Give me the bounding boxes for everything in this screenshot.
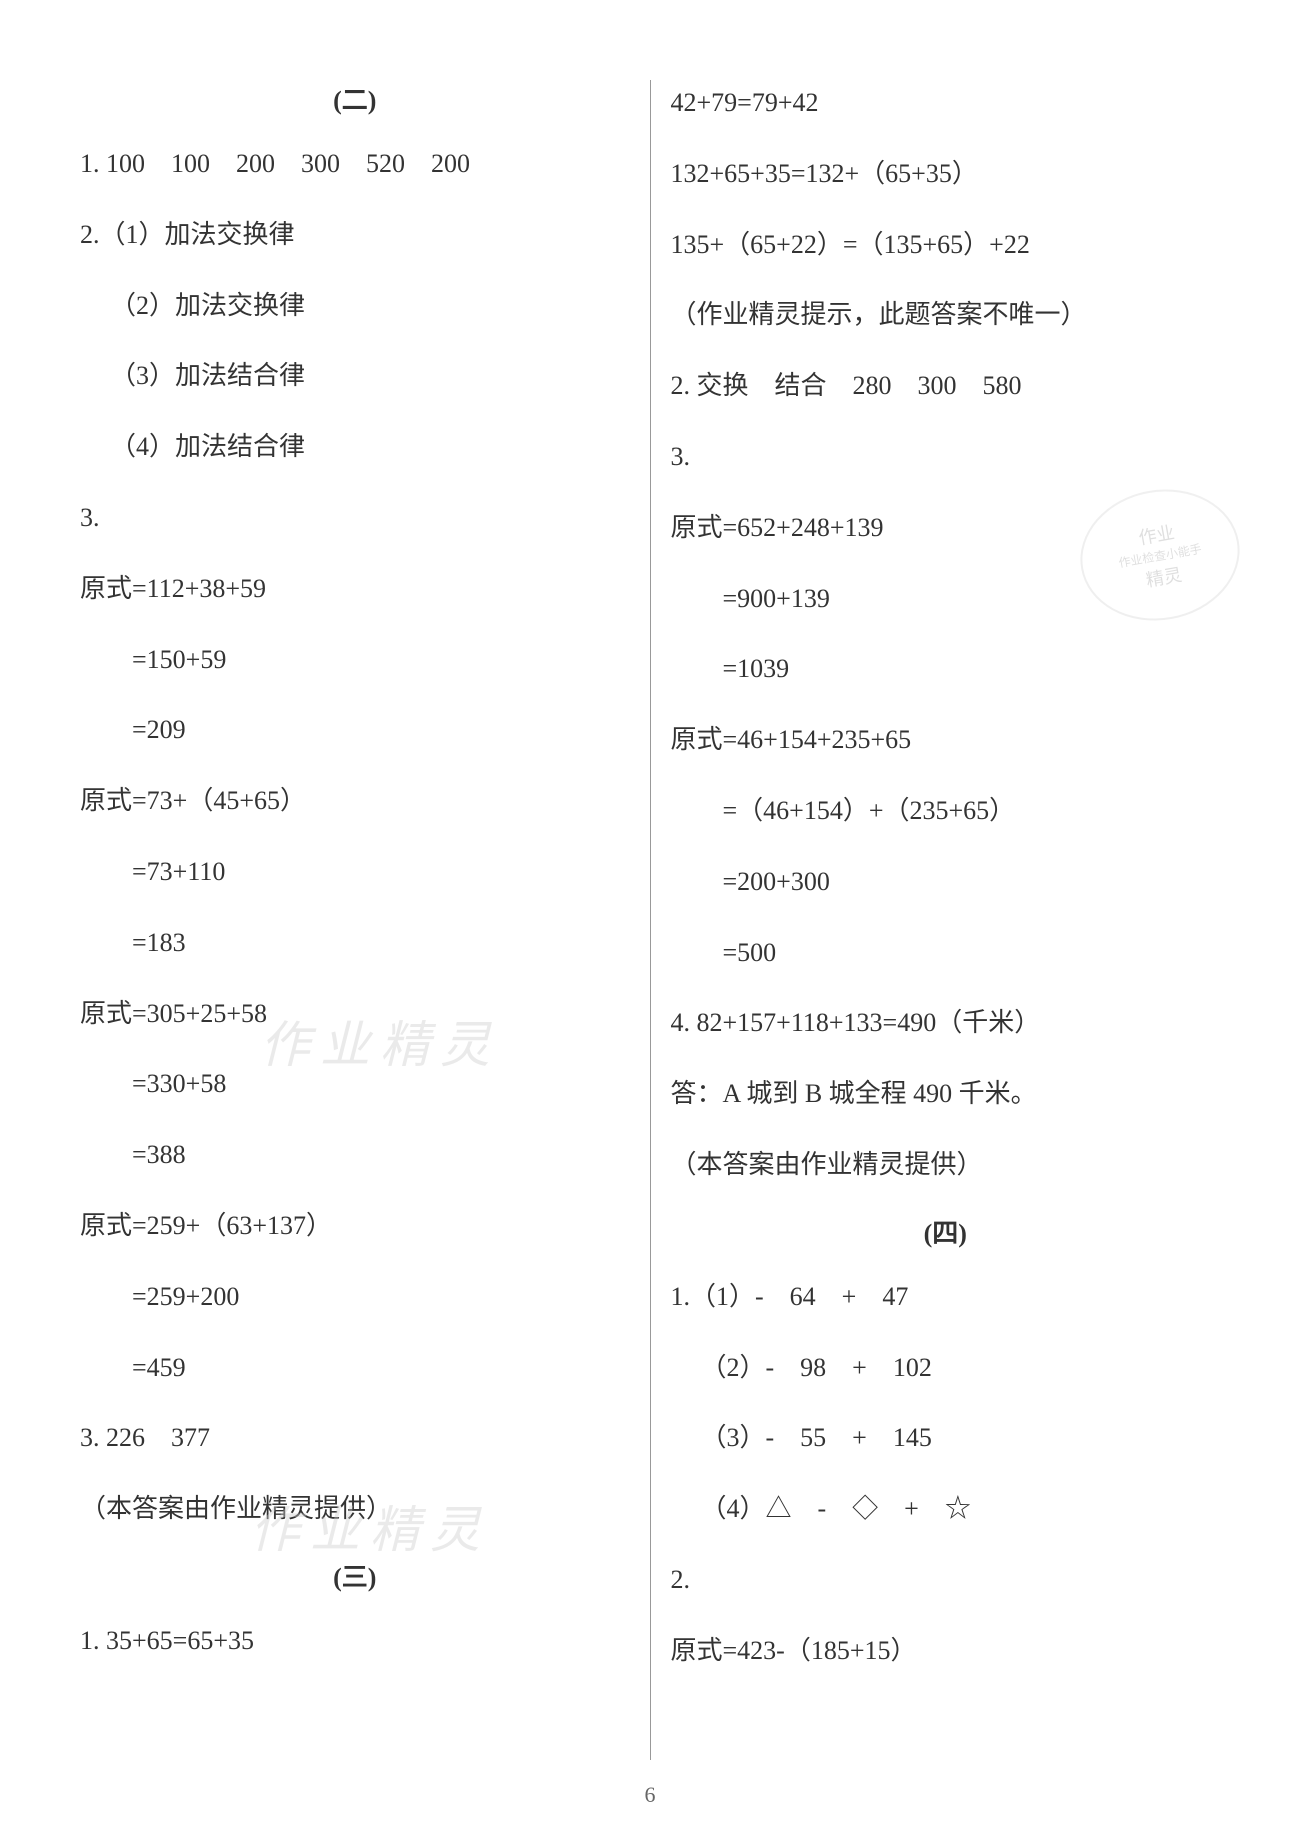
s4-5-line: 2. — [671, 1557, 1221, 1604]
eq6-2: =（46+154）+（235+65） — [671, 788, 1221, 835]
eq6-3: =200+300 — [671, 859, 1221, 906]
r4-line: （作业精灵提示，此题答案不唯一） — [671, 292, 1221, 339]
eq6-1: 原式=46+154+235+65 — [671, 717, 1221, 764]
eq1-3: =209 — [80, 707, 630, 754]
eq3-2: =330+58 — [80, 1061, 630, 1108]
q2-1-line: 2.（1）加法交换律 — [80, 212, 630, 259]
eq2-1: 原式=73+（45+65） — [80, 778, 630, 825]
q2-2-line: （2）加法交换律 — [80, 283, 630, 330]
eq4-2: =259+200 — [80, 1274, 630, 1321]
q1-line: 1. 100 100 200 300 520 200 — [80, 141, 630, 188]
page-number: 6 — [645, 1782, 656, 1808]
q2-3-line: （3）加法结合律 — [80, 353, 630, 400]
r8-line: 答：A 城到 B 城全程 490 千米。 — [671, 1071, 1221, 1118]
eq6-4: =500 — [671, 930, 1221, 977]
r1-line: 42+79=79+42 — [671, 80, 1221, 127]
eq4-3: =459 — [80, 1345, 630, 1392]
eq1-1: 原式=112+38+59 — [80, 566, 630, 613]
r2-line: 132+65+35=132+（65+35） — [671, 151, 1221, 198]
q3b-line: 3. 226 377 — [80, 1415, 630, 1462]
eq2-3: =183 — [80, 920, 630, 967]
eq3-3: =388 — [80, 1132, 630, 1179]
section-3-title: (三) — [80, 1557, 630, 1594]
eq5-3: =1039 — [671, 646, 1221, 693]
section-4-title: (四) — [671, 1213, 1221, 1250]
r3-line: 135+（65+22）=（135+65）+22 — [671, 222, 1221, 269]
s4-4-line: （4）△ - ◇ + ☆ — [671, 1486, 1221, 1533]
s3-q1-line: 1. 35+65=65+35 — [80, 1618, 630, 1665]
eq3-1: 原式=305+25+58 — [80, 991, 630, 1038]
eq4-1: 原式=259+（63+137） — [80, 1203, 630, 1250]
s4-6-line: 原式=423-（185+15） — [671, 1628, 1221, 1675]
eq5-2: =900+139 — [671, 576, 1221, 623]
eq2-2: =73+110 — [80, 849, 630, 896]
right-column: 42+79=79+42 132+65+35=132+（65+35） 135+（6… — [651, 80, 1241, 1760]
s4-2-line: （2）- 98 + 102 — [671, 1345, 1221, 1392]
r7-line: 4. 82+157+118+133=490（千米） — [671, 1000, 1221, 1047]
left-column: (二) 1. 100 100 200 300 520 200 2.（1）加法交换… — [60, 80, 651, 1760]
eq1-2: =150+59 — [80, 637, 630, 684]
s4-1-line: 1.（1）- 64 + 47 — [671, 1274, 1221, 1321]
r9-line: （本答案由作业精灵提供） — [671, 1142, 1221, 1189]
eq5-1: 原式=652+248+139 — [671, 505, 1221, 552]
note1-line: （本答案由作业精灵提供） — [80, 1486, 630, 1533]
content-wrapper: (二) 1. 100 100 200 300 520 200 2.（1）加法交换… — [60, 80, 1240, 1760]
r6-line: 3. — [671, 434, 1221, 481]
s4-3-line: （3）- 55 + 145 — [671, 1415, 1221, 1462]
r5-line: 2. 交换 结合 280 300 580 — [671, 363, 1221, 410]
q2-4-line: （4）加法结合律 — [80, 424, 630, 471]
section-2-title: (二) — [80, 80, 630, 117]
q3-line: 3. — [80, 495, 630, 542]
